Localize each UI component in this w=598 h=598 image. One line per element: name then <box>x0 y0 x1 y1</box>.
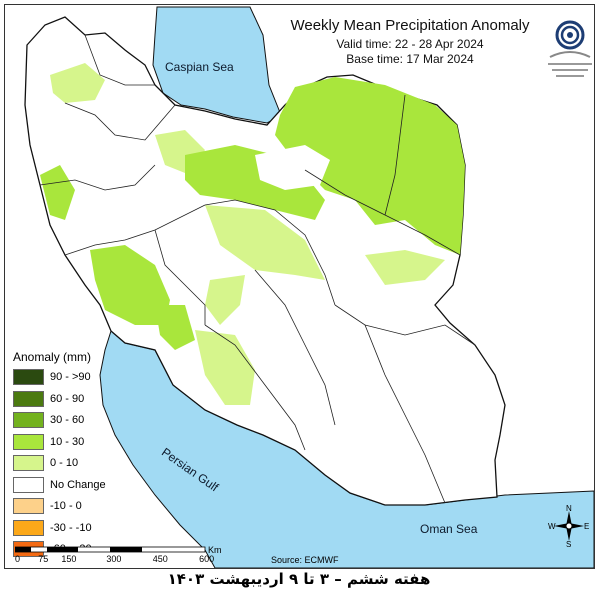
legend-item: 30 - 60 <box>13 410 106 430</box>
persian-footer-title: هفته ششم – ۳ تا ۹ اردیبهشت ۱۴۰۳ <box>167 570 431 588</box>
legend-label: 90 - >90 <box>50 371 91 383</box>
scale-bar: 0 75 150 300 450 600 Km <box>15 545 222 563</box>
compass-n: N <box>566 505 572 513</box>
no-change-patch <box>255 145 330 190</box>
organization-logo-icon <box>548 20 592 77</box>
anomaly-10-30-regions <box>40 77 465 350</box>
legend-swatch <box>13 519 44 536</box>
caspian-sea <box>152 6 282 124</box>
legend-label: -10 - 0 <box>50 500 82 512</box>
legend-label: 0 - 10 <box>50 457 79 469</box>
map-title: Weekly Mean Precipitation Anomaly <box>290 17 530 34</box>
legend-title: Anomaly (mm) <box>13 350 92 364</box>
scale-tick-label: 0 <box>15 554 20 563</box>
legend-label: No Change <box>50 478 106 491</box>
legend-item: 90 - >90 <box>13 367 106 387</box>
scale-unit: Km <box>208 545 222 555</box>
iran-map <box>24 6 594 568</box>
scale-tick-label: 300 <box>106 554 121 563</box>
legend-swatch <box>13 476 44 493</box>
base-time: Base time: 17 Mar 2024 <box>346 52 474 66</box>
compass-rose-icon: N S E W <box>548 505 589 547</box>
legend-swatch <box>13 369 44 385</box>
legend-item: 60 - 90 <box>13 389 106 409</box>
compass-s: S <box>566 540 571 547</box>
legend-label: 60 - 90 <box>50 392 85 405</box>
scale-tick-label: 450 <box>153 554 168 563</box>
legend-swatch <box>13 498 44 514</box>
source-label: Source: ECMWF <box>271 555 339 565</box>
legend-label: 30 - 60 <box>50 414 85 426</box>
legend-item: No Change <box>13 475 106 495</box>
legend-rows: 90 - >90 60 - 90 30 - 60 10 - 30 0 - 10 No Ch… <box>13 367 106 559</box>
caspian-sea-label: Caspian Sea <box>165 60 234 74</box>
scale-tick-label: 75 <box>38 554 48 563</box>
legend-swatch <box>13 455 44 471</box>
legend-item: 0 - 10 <box>13 453 106 473</box>
legend: Anomaly (mm) 90 - >90 60 - 90 30 - 60 10 - … <box>13 350 106 561</box>
province-boundaries <box>39 34 476 504</box>
legend-item: 10 - 30 <box>13 432 106 452</box>
compass-w: W <box>548 522 556 531</box>
scale-ticks: 0 75 150 300 450 600 <box>15 554 214 563</box>
legend-swatch <box>13 412 44 428</box>
compass-e: E <box>584 522 589 531</box>
legend-item: -10 - 0 <box>13 496 106 516</box>
legend-swatch <box>13 390 44 407</box>
legend-swatch <box>13 433 44 450</box>
legend-label: -30 - -10 <box>50 521 92 534</box>
scale-tick-label: 150 <box>61 554 76 563</box>
legend-label: 10 - 30 <box>50 435 85 448</box>
oman-sea-label: Oman Sea <box>420 522 478 536</box>
legend-item: -30 - -10 <box>13 518 106 538</box>
valid-time: Valid time: 22 - 28 Apr 2024 <box>336 37 484 51</box>
map-frame: Weekly Mean Precipitation Anomaly Valid … <box>4 4 595 569</box>
scale-tick-label: 600 <box>199 554 214 563</box>
